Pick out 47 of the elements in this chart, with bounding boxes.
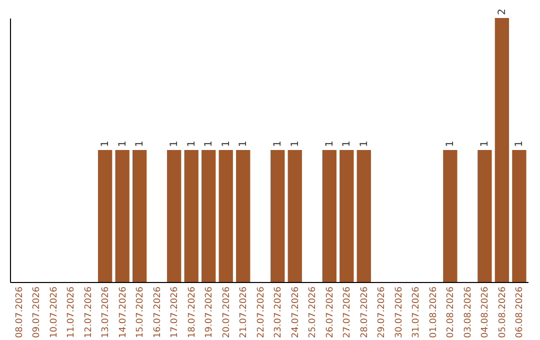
x-tick-label: 16.07.2026 (152, 286, 163, 338)
data-label: 1 (290, 140, 301, 147)
x-tick-label: 20.07.2026 (222, 286, 232, 338)
x-tick-label: 28.07.2026 (360, 286, 370, 338)
x-tick-label: 22.07.2026 (256, 286, 266, 338)
data-label: 1 (186, 140, 198, 147)
data-label: 1 (480, 140, 491, 147)
x-tick-label: 06.08.2026 (515, 286, 526, 338)
x-tick-label: 04.08.2026 (480, 286, 491, 338)
x-tick-label: 01.08.2026 (428, 286, 439, 338)
x-tick-label: 24.07.2026 (290, 286, 301, 338)
data-label: 1 (238, 140, 250, 147)
data-label: 1 (134, 140, 146, 147)
x-tick-label: 12.07.2026 (84, 286, 94, 338)
data-label: 1 (514, 140, 526, 147)
x-tick-label: 09.07.2026 (32, 286, 42, 338)
x-tick-label: 29.07.2026 (377, 286, 388, 338)
x-tick-label: 21.07.2026 (239, 286, 250, 338)
data-label: 1 (169, 140, 180, 147)
x-tick-label: 31.07.2026 (412, 286, 422, 338)
x-tick-label: 14.07.2026 (118, 286, 128, 338)
x-tick-label: 15.07.2026 (136, 286, 146, 338)
data-label: 1 (272, 140, 284, 147)
x-tick-label: 30.07.2026 (394, 286, 404, 338)
x-tick-label: 13.07.2026 (101, 286, 112, 338)
data-label: 1 (324, 140, 336, 147)
data-label: 1 (358, 140, 370, 147)
data-label: 1 (117, 140, 128, 147)
x-tick-label: 02.08.2026 (446, 286, 456, 338)
x-tick-label: 17.07.2026 (170, 286, 180, 338)
x-tick-label: 19.07.2026 (204, 286, 215, 338)
x-tick-label: 25.07.2026 (308, 286, 318, 338)
x-tick-label: 23.07.2026 (274, 286, 284, 338)
data-label: 1 (100, 140, 112, 147)
data-label: 1 (204, 140, 215, 147)
x-tick-label: 26.07.2026 (325, 286, 336, 338)
data-label: 1 (220, 140, 232, 147)
x-tick-label: 27.07.2026 (342, 286, 353, 338)
data-label: 1 (342, 140, 353, 147)
x-tick-label: 10.07.2026 (49, 286, 60, 338)
x-tick-label: 03.08.2026 (463, 286, 474, 338)
data-label: 1 (445, 140, 456, 147)
x-tick-label: 18.07.2026 (187, 286, 198, 338)
x-tick-label: 11.07.2026 (66, 286, 77, 338)
data-label: 2 (496, 8, 508, 15)
x-tick-label: 05.08.2026 (498, 286, 508, 338)
x-tick-label: 08.07.2026 (14, 286, 25, 338)
